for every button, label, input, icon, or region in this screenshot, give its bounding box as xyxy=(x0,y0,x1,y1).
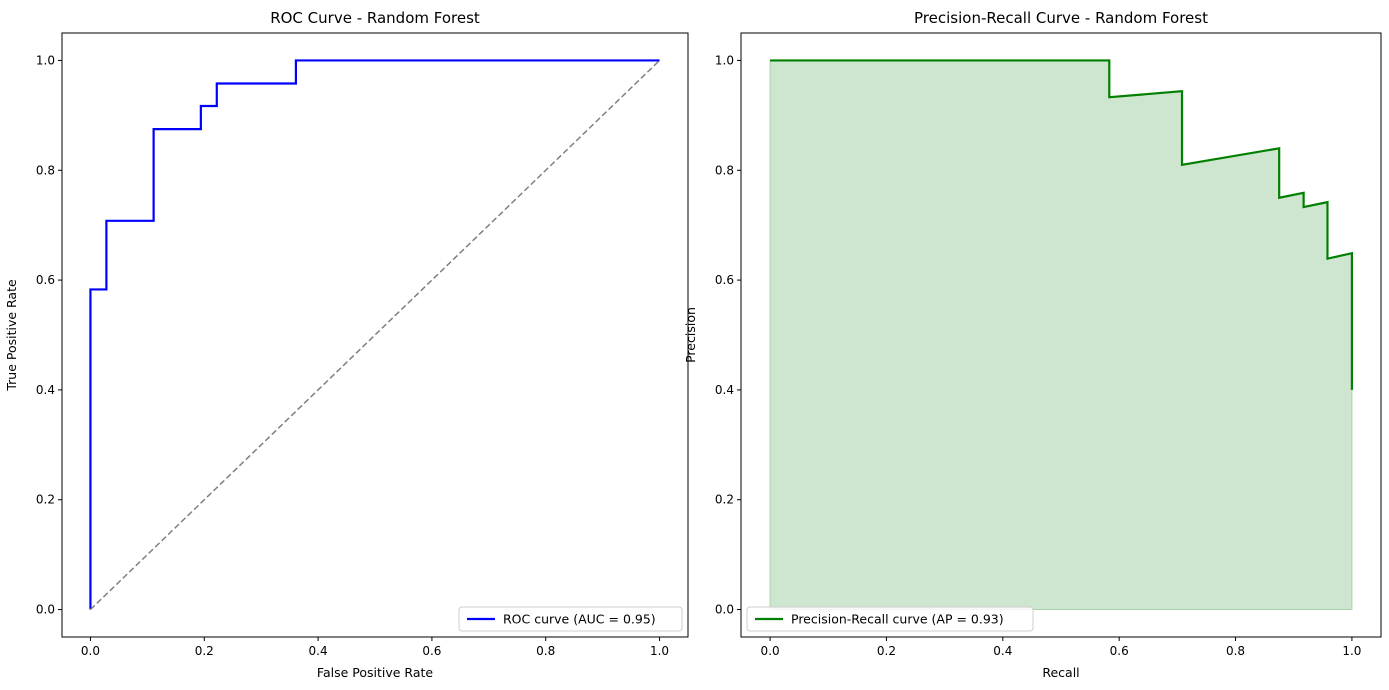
x-tick-label: 1.0 xyxy=(1342,644,1361,658)
x-tick-label: 0.6 xyxy=(1110,644,1129,658)
plot-frame xyxy=(740,32,1382,638)
y-tick-label: 0.8 xyxy=(715,163,734,177)
y-axis-label: True Positive Rate xyxy=(4,279,19,392)
precision-recall-chart-panel: Precision-Recall Curve - Random Forest 0.… xyxy=(683,9,1382,680)
y-tick-label: 0.0 xyxy=(36,603,55,617)
area-fill-pr xyxy=(769,59,1353,611)
chart-title: Precision-Recall Curve - Random Forest xyxy=(914,9,1208,27)
x-tick-label: 1.0 xyxy=(650,644,669,658)
plot-frame xyxy=(61,32,689,638)
y-tick-label: 0.2 xyxy=(715,493,734,507)
x-tick-label: 0.4 xyxy=(993,644,1012,658)
y-axis-label: Precision xyxy=(683,307,698,363)
y-tick-label: 0.2 xyxy=(36,493,55,507)
x-axis-label: Recall xyxy=(1042,665,1079,680)
legend: ROC curve (AUC = 0.95) xyxy=(458,606,683,632)
legend: Precision-Recall curve (AP = 0.93) xyxy=(746,606,1034,632)
series-line-pr xyxy=(770,59,1354,390)
x-tick-label: 0.8 xyxy=(536,644,555,658)
roc-chart-panel: ROC Curve - Random Forest 0.0 0.2 0.4 0.6 0.8… xyxy=(4,9,689,680)
x-tick-label: 0.0 xyxy=(81,644,100,658)
y-tick-label: 0.4 xyxy=(36,383,55,397)
y-tick-label: 1.0 xyxy=(715,53,734,67)
y-tick-label: 0.4 xyxy=(715,383,734,397)
x-tick-label: 0.0 xyxy=(761,644,780,658)
y-tick-label: 0.8 xyxy=(36,163,55,177)
chart-title: ROC Curve - Random Forest xyxy=(270,9,480,27)
x-tick-label: 0.8 xyxy=(1226,644,1245,658)
x-tick-label: 0.4 xyxy=(309,644,328,658)
y-tick-label: 0.6 xyxy=(36,273,55,287)
x-tick-label: 0.2 xyxy=(195,644,214,658)
x-tick-label: 0.2 xyxy=(877,644,896,658)
x-tick-label: 0.6 xyxy=(422,644,441,658)
x-axis-label: False Positive Rate xyxy=(317,665,433,680)
series-line-roc xyxy=(89,59,660,610)
y-tick-label: 1.0 xyxy=(36,53,55,67)
legend-box xyxy=(746,606,1034,632)
y-tick-label: 0.6 xyxy=(715,273,734,287)
legend-entry-label: Precision-Recall curve (AP = 0.93) xyxy=(791,612,1004,627)
legend-entry-label: ROC curve (AUC = 0.95) xyxy=(503,612,656,627)
legend-box xyxy=(458,606,683,632)
diagonal-reference-line xyxy=(89,59,661,611)
y-tick-label: 0.0 xyxy=(715,603,734,617)
